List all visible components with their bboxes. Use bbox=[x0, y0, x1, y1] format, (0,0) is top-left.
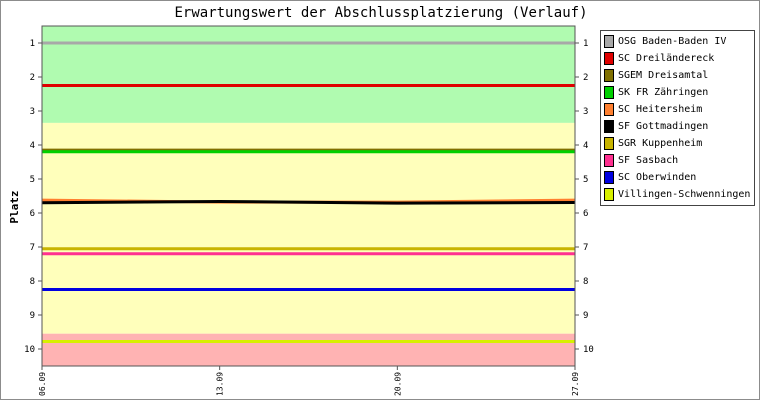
legend-label: SC Heitersheim bbox=[618, 104, 703, 115]
legend-item: Villingen-Schwenningen bbox=[604, 186, 750, 203]
y-tick-label-left: 2 bbox=[30, 73, 35, 83]
series-line-5 bbox=[41, 199, 576, 205]
y-tick-label-left: 7 bbox=[30, 243, 35, 253]
chart-title: Erwartungswert der Abschlussplatzierung … bbox=[174, 5, 588, 21]
background-band-1 bbox=[42, 122, 575, 334]
y-tick-label-left: 1 bbox=[30, 39, 35, 49]
y-tick-label-right: 3 bbox=[583, 107, 588, 117]
legend-swatch bbox=[604, 188, 614, 201]
legend-label: SC Oberwinden bbox=[618, 172, 697, 183]
legend-item: SF Sasbach bbox=[604, 152, 678, 169]
legend-swatch bbox=[604, 35, 614, 48]
legend-swatch bbox=[604, 154, 614, 167]
legend-item: SC Oberwinden bbox=[604, 169, 696, 186]
legend-swatch bbox=[604, 86, 614, 99]
x-tick-label: 27.09 bbox=[571, 372, 580, 396]
y-tick-label-right: 6 bbox=[583, 209, 588, 219]
legend-item: SF Gottmadingen bbox=[604, 118, 708, 135]
legend-label: SF Gottmadingen bbox=[618, 121, 709, 132]
y-tick-label-left: 5 bbox=[30, 175, 35, 185]
legend-item: SK FR Zähringen bbox=[604, 84, 708, 101]
y-tick-label-left: 4 bbox=[30, 141, 35, 151]
x-tick-label: 13.09 bbox=[216, 372, 225, 396]
legend-swatch bbox=[604, 120, 614, 133]
y-tick-label-right: 7 bbox=[583, 243, 588, 253]
legend-label: SGR Kuppenheim bbox=[618, 138, 703, 149]
legend-label: SC Dreiländereck bbox=[618, 53, 715, 64]
y-tick-label-left: 6 bbox=[30, 209, 35, 219]
legend-swatch bbox=[604, 103, 614, 116]
y-tick-label-left: 10 bbox=[24, 345, 35, 355]
y-tick-label-right: 10 bbox=[583, 345, 594, 355]
legend-item: SC Heitersheim bbox=[604, 101, 702, 118]
legend-item: SGR Kuppenheim bbox=[604, 135, 702, 152]
x-tick-label: 06.09 bbox=[38, 372, 47, 396]
legend-swatch bbox=[604, 52, 614, 65]
background-band-0 bbox=[42, 26, 575, 123]
y-tick-label-left: 9 bbox=[30, 311, 35, 321]
y-tick-label-left: 8 bbox=[30, 277, 35, 287]
y-tick-label-right: 5 bbox=[583, 175, 588, 185]
y-tick-label-right: 8 bbox=[583, 277, 588, 287]
legend-swatch bbox=[604, 69, 614, 82]
legend-label: SF Sasbach bbox=[618, 155, 679, 166]
x-tick-label: 20.09 bbox=[393, 372, 402, 396]
y-tick-label-right: 2 bbox=[583, 73, 588, 83]
legend-item: SGEM Dreisamtal bbox=[604, 67, 708, 84]
legend-label: OSG Baden-Baden IV bbox=[618, 36, 727, 47]
legend-swatch bbox=[604, 137, 614, 150]
legend-item: SC Dreiländereck bbox=[604, 50, 714, 67]
legend-label: SGEM Dreisamtal bbox=[618, 70, 709, 81]
y-tick-label-left: 3 bbox=[30, 107, 35, 117]
plot-border bbox=[41, 25, 576, 367]
background-band-2 bbox=[42, 333, 575, 366]
legend-swatch bbox=[604, 171, 614, 184]
legend-label: Villingen-Schwenningen bbox=[618, 189, 751, 200]
y-tick-label-right: 4 bbox=[583, 141, 588, 151]
y-tick-label-right: 9 bbox=[583, 311, 588, 321]
y-tick-label-right: 1 bbox=[583, 39, 588, 49]
legend: OSG Baden-Baden IV SC Dreiländereck SGEM D… bbox=[600, 30, 755, 206]
legend-label: SK FR Zähringen bbox=[618, 87, 709, 98]
legend-item: OSG Baden-Baden IV bbox=[604, 33, 726, 50]
